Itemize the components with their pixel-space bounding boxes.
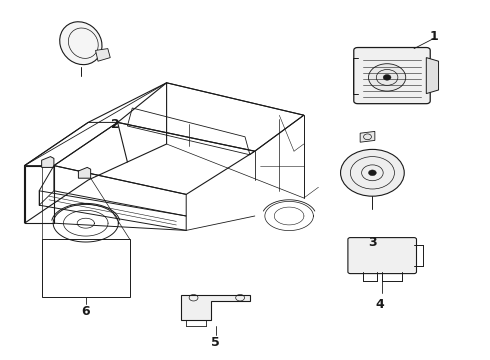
Polygon shape xyxy=(181,295,250,320)
Polygon shape xyxy=(96,49,110,61)
Ellipse shape xyxy=(60,22,102,65)
Polygon shape xyxy=(78,167,91,178)
Polygon shape xyxy=(426,58,439,94)
Text: 6: 6 xyxy=(81,305,90,318)
Polygon shape xyxy=(42,157,54,167)
Circle shape xyxy=(383,75,391,80)
FancyBboxPatch shape xyxy=(354,48,430,104)
Circle shape xyxy=(368,170,376,176)
Polygon shape xyxy=(360,131,375,142)
Circle shape xyxy=(341,149,404,196)
Text: 4: 4 xyxy=(375,298,384,311)
FancyBboxPatch shape xyxy=(348,238,416,274)
Text: 5: 5 xyxy=(211,336,220,349)
Text: 3: 3 xyxy=(368,237,377,249)
Circle shape xyxy=(368,64,406,91)
Text: 1: 1 xyxy=(429,30,438,42)
Text: 2: 2 xyxy=(111,118,120,131)
